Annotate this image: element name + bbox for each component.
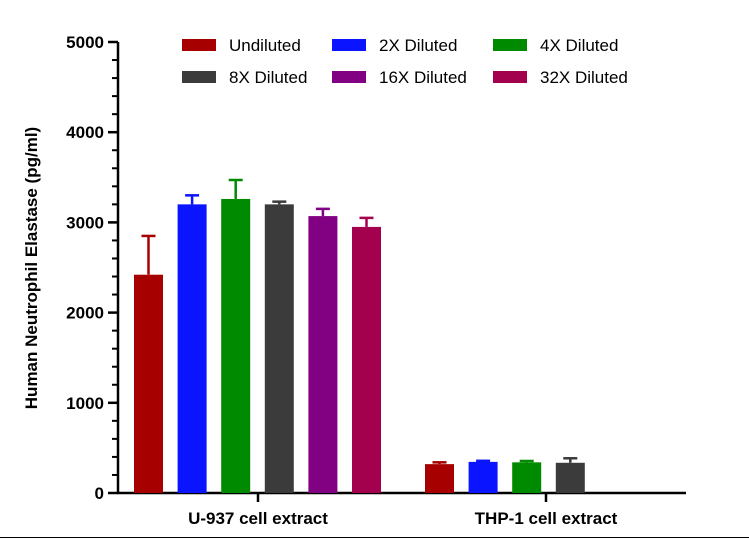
bar [352, 226, 381, 493]
bars [134, 178, 585, 494]
y-axis-title: Human Neutrophil Elastase (pg/ml) [22, 127, 41, 409]
bottom-divider [0, 537, 749, 538]
y-tick-label: 1000 [66, 394, 104, 413]
legend-swatch [182, 71, 216, 83]
legend-swatch [182, 39, 216, 51]
legend-swatch [493, 71, 527, 83]
bar [221, 198, 251, 493]
legend-label: 32X Diluted [540, 68, 628, 87]
legend-label: 16X Diluted [379, 68, 467, 87]
bar [512, 462, 542, 493]
y-tick-label: 5000 [66, 33, 104, 52]
bar [264, 204, 294, 494]
bar [555, 462, 585, 493]
bar [308, 216, 338, 493]
y-axis: 0 1000 2000 3000 4000 5000 [66, 33, 120, 503]
y-tick-label: 0 [95, 484, 104, 503]
bar [425, 464, 454, 493]
legend-swatch [332, 71, 366, 83]
legend-label: 4X Diluted [540, 36, 618, 55]
y-tick-label: 3000 [66, 213, 104, 232]
x-category-label: THP-1 cell extract [475, 509, 618, 528]
x-axis: U-937 cell extract THP-1 cell extract [117, 491, 686, 528]
y-tick-label: 2000 [66, 304, 104, 323]
legend-swatch [493, 39, 527, 51]
legend: Undiluted 2X Diluted 4X Diluted 8X Diluted 1… [182, 36, 628, 87]
legend-label: Undiluted [229, 36, 301, 55]
bar [134, 274, 163, 493]
legend-label: 2X Diluted [379, 36, 457, 55]
y-tick-label: 4000 [66, 123, 104, 142]
bar [468, 461, 498, 493]
legend-swatch [332, 39, 366, 51]
legend-label: 8X Diluted [229, 68, 307, 87]
x-category-label: U-937 cell extract [188, 509, 328, 528]
bar [177, 204, 207, 494]
